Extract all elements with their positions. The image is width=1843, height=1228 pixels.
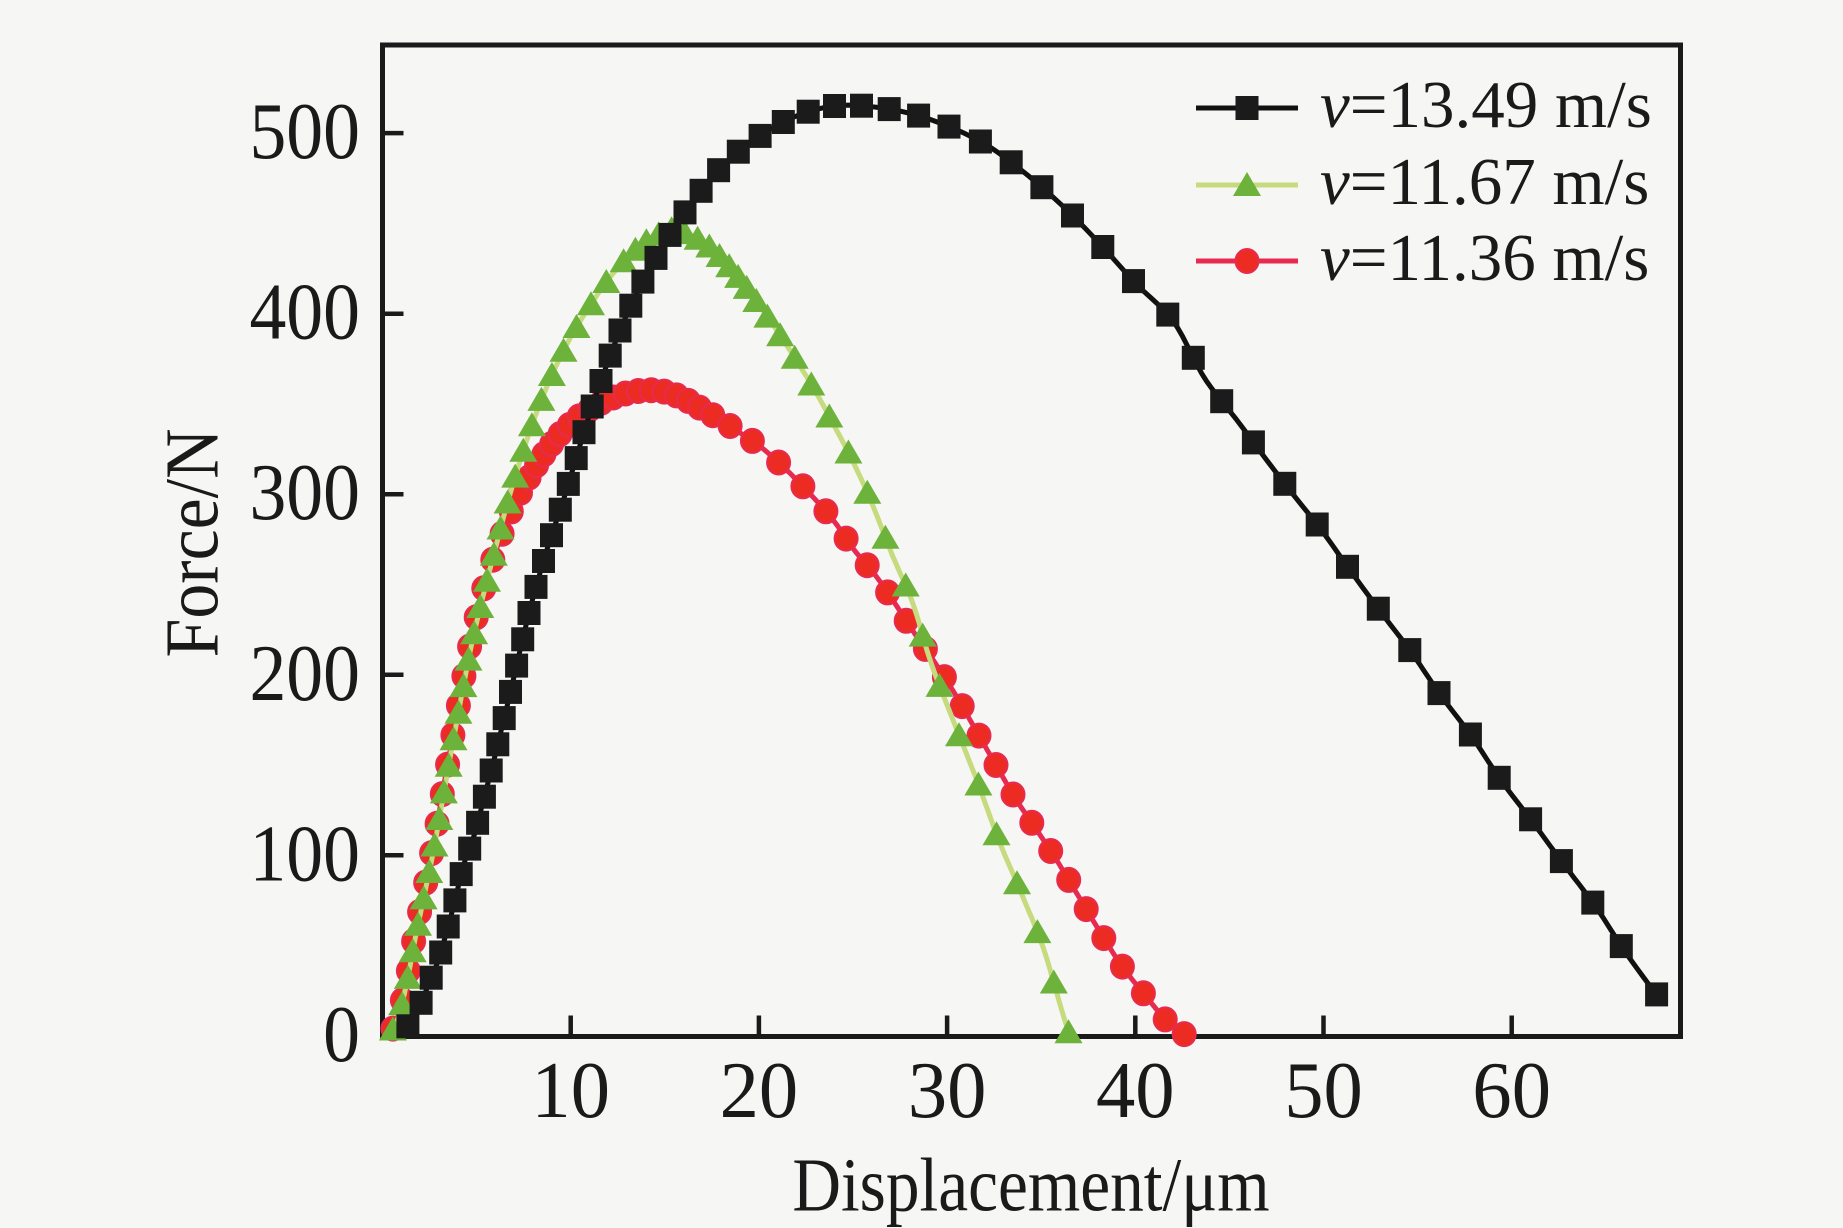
svg-text:300: 300 bbox=[249, 447, 360, 537]
svg-text:20: 20 bbox=[720, 1046, 799, 1135]
svg-text:200: 200 bbox=[249, 628, 360, 718]
svg-text:Displacement/μm: Displacement/μm bbox=[792, 1143, 1269, 1228]
svg-text:100: 100 bbox=[249, 808, 360, 898]
svg-text:10: 10 bbox=[531, 1046, 610, 1135]
svg-text:60: 60 bbox=[1472, 1046, 1551, 1135]
svg-text:v=13.49 m/s: v=13.49 m/s bbox=[1320, 68, 1652, 142]
svg-text:v=11.67 m/s: v=11.67 m/s bbox=[1320, 145, 1649, 219]
svg-text:30: 30 bbox=[908, 1046, 987, 1135]
svg-text:400: 400 bbox=[249, 267, 360, 357]
svg-text:40: 40 bbox=[1096, 1046, 1175, 1135]
svg-text:50: 50 bbox=[1284, 1046, 1363, 1135]
svg-text:Force/N: Force/N bbox=[150, 428, 234, 657]
svg-text:v=11.36 m/s: v=11.36 m/s bbox=[1320, 221, 1649, 295]
svg-text:0: 0 bbox=[323, 989, 360, 1079]
svg-text:500: 500 bbox=[249, 86, 360, 176]
